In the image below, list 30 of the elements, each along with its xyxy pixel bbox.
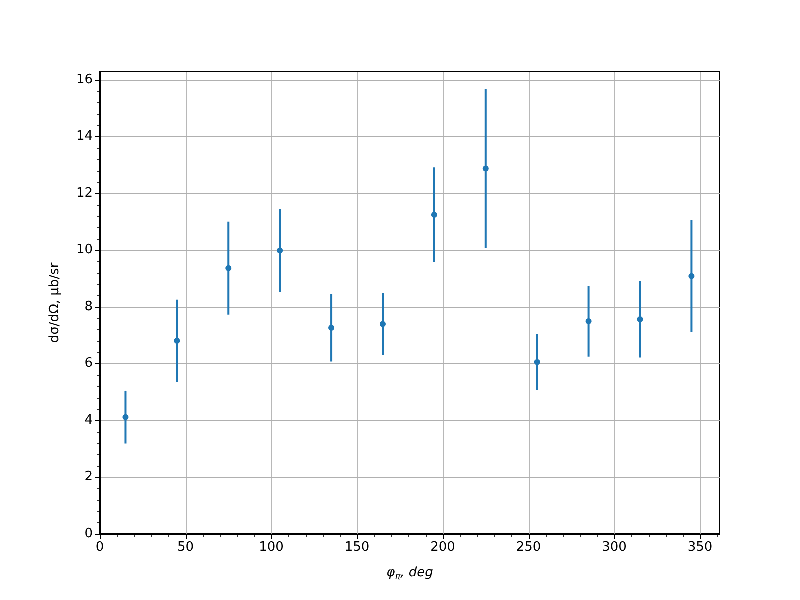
x-tick-label: 200 — [430, 540, 456, 555]
y-tick-label: 10 — [76, 242, 93, 258]
y-tick-label: 0 — [84, 526, 93, 542]
point — [380, 321, 386, 328]
point — [482, 166, 489, 172]
point — [586, 318, 592, 324]
point — [688, 273, 695, 280]
x-tick-label: 300 — [602, 540, 627, 555]
x-tick-label: 250 — [516, 540, 542, 555]
x-tick-label: 350 — [688, 540, 713, 555]
point — [637, 316, 644, 322]
point — [226, 265, 232, 272]
point — [277, 248, 284, 254]
y-tick-label: 12 — [76, 186, 93, 201]
y-tick-label: 2 — [84, 470, 93, 485]
point — [534, 359, 540, 366]
point — [174, 338, 180, 344]
y-tick-label: 4 — [84, 412, 93, 428]
y-tick-label: 14 — [76, 129, 93, 144]
y-axis-title: dσ/dΩ, μb/sr — [48, 262, 62, 344]
y-tick-label: 16 — [76, 72, 93, 88]
point — [431, 212, 438, 218]
x-tick-label: 50 — [177, 540, 194, 555]
x-tick-label: 0 — [96, 540, 104, 555]
point — [122, 414, 129, 420]
y-tick-label: 8 — [84, 299, 93, 314]
x-tick-label: 100 — [259, 540, 284, 555]
point — [328, 324, 335, 331]
x-tick-label: 150 — [344, 540, 370, 555]
y-tick-label: 6 — [84, 356, 93, 372]
